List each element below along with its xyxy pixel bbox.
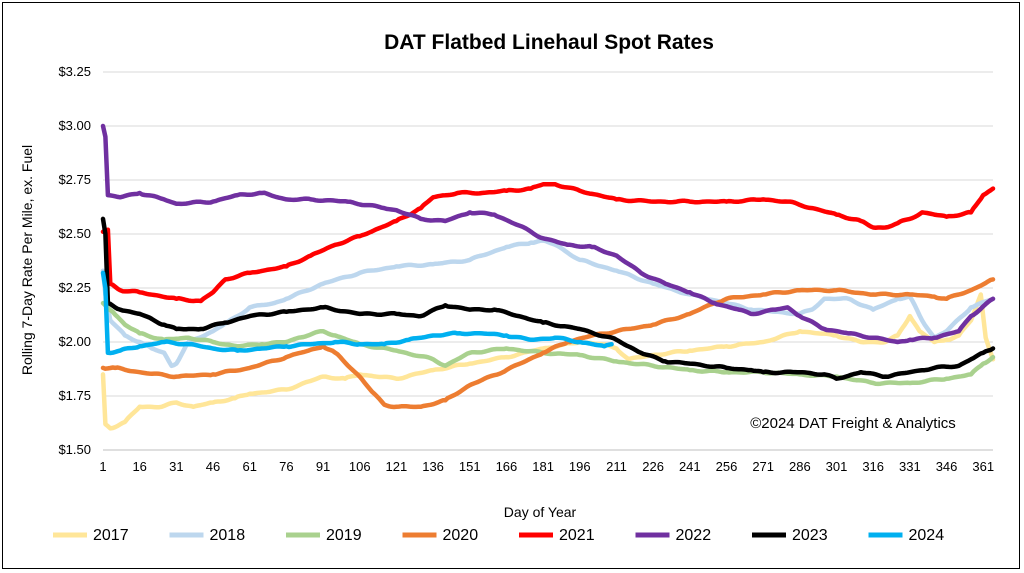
y-tick-label: $2.25: [58, 280, 91, 295]
legend: 2017 2018 2019 2020 2021 2022 2023 2024: [53, 527, 944, 544]
x-axis-title: Day of Year: [504, 504, 577, 520]
x-tick-label: 61: [242, 459, 256, 474]
x-tick-label: 226: [642, 459, 664, 474]
legend-label-2018: 2018: [210, 527, 246, 544]
series-line-2020: [100, 277, 996, 410]
legend-label-2017: 2017: [93, 527, 129, 544]
x-tick-label: 121: [386, 459, 408, 474]
y-tick-label: $2.50: [58, 226, 91, 241]
y-tick-labels: $1.50 $1.75 $2.00 $2.25 $2.50 $2.75 $3.00 $3.25: [58, 64, 91, 457]
x-tick-labels: 1 16 31 46 61 76 91 106 121 136 151 166 181 196 211 226…: [99, 459, 994, 474]
y-tick-label: $2.75: [58, 172, 91, 187]
y-tick-label: $1.75: [58, 388, 91, 403]
x-tick-label: 181: [532, 459, 554, 474]
y-tick-label: $3.00: [58, 118, 91, 133]
x-tick-label: 301: [826, 459, 848, 474]
legend-label-2024: 2024: [909, 527, 945, 544]
x-tick-label: 196: [569, 459, 591, 474]
x-tick-label: 106: [349, 459, 371, 474]
x-tick-label: 166: [496, 459, 518, 474]
x-tick-label: 76: [279, 459, 293, 474]
y-tick-label: $2.00: [58, 334, 91, 349]
series-line-2018: [100, 238, 996, 369]
copyright-annotation: ©2024 DAT Freight & Analytics: [750, 415, 956, 432]
series-line-2023: [100, 216, 996, 381]
series-line-2017: [100, 292, 996, 431]
x-tick-label: 271: [752, 459, 774, 474]
series-line-2024: [100, 270, 614, 356]
legend-label-2019: 2019: [326, 527, 362, 544]
x-tick-label: 346: [936, 459, 958, 474]
x-tick-label: 1: [99, 459, 106, 474]
legend-label-2021: 2021: [559, 527, 595, 544]
legend-label-2023: 2023: [792, 527, 828, 544]
x-tick-label: 91: [316, 459, 330, 474]
legend-label-2020: 2020: [443, 527, 479, 544]
series-line-2021: [100, 181, 996, 304]
y-tick-label: $1.50: [58, 442, 91, 457]
x-tick-label: 46: [206, 459, 220, 474]
series-line-2022: [100, 123, 996, 345]
gridlines: [103, 71, 993, 451]
x-tick-label: 256: [716, 459, 738, 474]
chart-title: DAT Flatbed Linehaul Spot Rates: [384, 31, 714, 54]
legend-label-2022: 2022: [676, 527, 712, 544]
x-tick-label: 31: [169, 459, 183, 474]
x-tick-label: 361: [972, 459, 994, 474]
x-tick-label: 211: [606, 459, 627, 474]
y-axis-title: Rolling 7-Day Rate Per Mile, ex. Fuel: [19, 145, 35, 375]
x-tick-label: 16: [132, 459, 146, 474]
x-tick-label: 331: [899, 459, 921, 474]
series-lines: [100, 123, 996, 431]
x-tick-label: 136: [422, 459, 444, 474]
y-tick-label: $3.25: [58, 64, 91, 79]
x-tick-label: 241: [679, 459, 701, 474]
x-tick-label: 286: [789, 459, 811, 474]
x-tick-label: 316: [862, 459, 884, 474]
x-tick-label: 151: [459, 459, 481, 474]
